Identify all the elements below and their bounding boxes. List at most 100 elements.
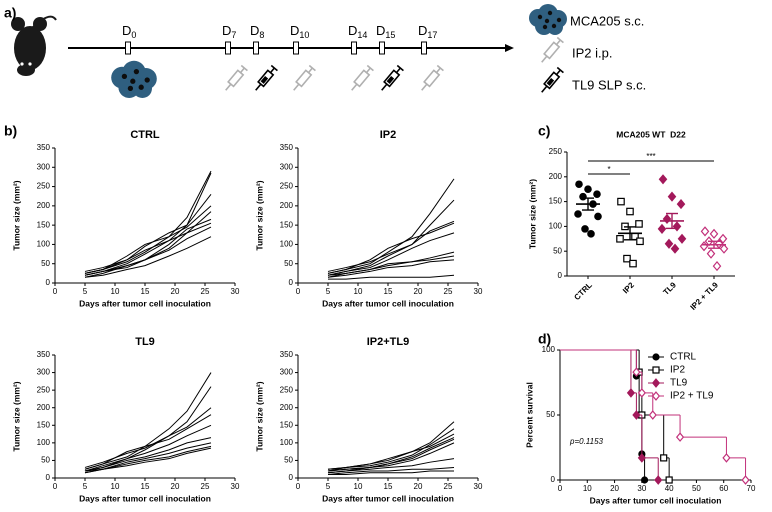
data-point xyxy=(670,243,680,254)
day-prefix: D xyxy=(418,23,427,38)
legend-marker xyxy=(652,353,660,361)
x-axis-label: Days after tumor cell inoculation xyxy=(79,298,211,308)
y-tick-label: 50 xyxy=(284,456,293,465)
syringe-plunger xyxy=(435,67,441,74)
series-line xyxy=(84,407,212,468)
data-point xyxy=(617,197,625,206)
tumor-nucleus xyxy=(556,17,562,23)
data-point xyxy=(706,248,716,259)
y-tick-label: 200 xyxy=(549,172,563,181)
x-tick-label: 15 xyxy=(141,482,150,491)
x-tick-label: 20 xyxy=(171,287,180,296)
series-line xyxy=(327,437,455,472)
day-marker xyxy=(225,41,231,55)
y-tick-label: 200 xyxy=(37,403,51,412)
day-prefix: D xyxy=(222,23,231,38)
series-line xyxy=(327,259,455,278)
panel-label: d) xyxy=(538,331,551,347)
y-tick-label: 0 xyxy=(558,271,563,280)
y-tick-label: 300 xyxy=(37,162,51,171)
x-tick-label: 70 xyxy=(747,484,756,493)
series-line xyxy=(328,470,454,475)
syringe-plunger xyxy=(365,67,371,74)
day-marker xyxy=(421,41,427,55)
significance-label: * xyxy=(607,165,610,174)
series-line xyxy=(84,372,212,470)
x-tick-label: 5 xyxy=(83,482,88,491)
day-sub: 8 xyxy=(259,30,264,40)
y-tick-label: 300 xyxy=(37,368,51,377)
syringe-handle xyxy=(270,64,278,72)
syringe-needle xyxy=(381,83,388,91)
panel-label: a) xyxy=(4,5,16,21)
tumor-nucleus xyxy=(544,18,550,24)
y-tick-label: 50 xyxy=(553,246,562,255)
legend-label: TL9 xyxy=(670,378,688,389)
error-bar xyxy=(624,226,636,241)
x-axis-label: Days after tumor cell inoculation xyxy=(322,298,454,308)
survival-point xyxy=(722,453,731,463)
data-point xyxy=(719,243,729,254)
y-tick-label: 150 xyxy=(549,197,563,206)
day-sub: 17 xyxy=(427,30,437,40)
data-point xyxy=(712,260,722,272)
y-tick-label: 350 xyxy=(37,350,51,359)
syringe-fill xyxy=(546,77,555,86)
series-line xyxy=(84,193,212,272)
x-tick-label: 40 xyxy=(665,484,674,493)
p-value: p=0.1153 xyxy=(569,437,604,446)
x-tick-label: 5 xyxy=(326,287,331,296)
x-tick-label: 20 xyxy=(610,484,619,493)
x-tick-label: 0 xyxy=(53,287,58,296)
panel-label: b) xyxy=(4,123,17,139)
x-tick-label: 25 xyxy=(444,482,453,491)
y-tick-label: 300 xyxy=(280,368,294,377)
syringe-icon xyxy=(421,64,444,91)
syringe-icon xyxy=(541,36,564,63)
data-point xyxy=(574,210,582,218)
x-axis-label: Days after tumor cell inoculation xyxy=(590,495,722,505)
y-tick-label: 50 xyxy=(41,259,50,268)
y-tick-label: 100 xyxy=(542,345,556,354)
y-axis-label: Tumor size (mm²) xyxy=(527,179,537,249)
y-tick-label: 0 xyxy=(289,473,294,482)
x-tick-label: 30 xyxy=(474,287,483,296)
y-axis-label: Tumor size (mm²) xyxy=(11,180,21,250)
x-tick-label: 30 xyxy=(231,482,240,491)
survival-point xyxy=(637,453,646,463)
tumor-nucleus xyxy=(127,85,134,92)
syringe-icon xyxy=(381,64,404,91)
data-point xyxy=(700,226,710,237)
series-line xyxy=(328,274,455,280)
x-tick-label: 10 xyxy=(354,482,363,491)
y-axis-label: Tumor size (mm²) xyxy=(254,381,264,451)
data-point xyxy=(677,233,687,244)
series-line xyxy=(327,199,455,276)
day-prefix: D xyxy=(250,23,259,38)
y-tick-label: 150 xyxy=(37,220,51,229)
data-point xyxy=(667,191,677,202)
syringe-needle xyxy=(351,83,358,91)
series-line xyxy=(327,232,455,276)
timeline-arrow xyxy=(505,44,514,52)
legend-label: CTRL xyxy=(670,352,697,363)
syringe-needle xyxy=(541,85,548,93)
syringe-handle xyxy=(240,64,248,72)
syringe-icon xyxy=(541,66,564,93)
tumor-icon xyxy=(111,60,157,98)
series-line xyxy=(84,222,212,274)
series-line xyxy=(84,442,212,474)
x-tick-label: 10 xyxy=(111,287,120,296)
syringe-plunger xyxy=(555,69,561,76)
series-line xyxy=(84,205,212,274)
data-point xyxy=(594,212,602,221)
syringe-plunger xyxy=(307,67,313,74)
day-label: D7 xyxy=(222,23,236,40)
syringe-plunger xyxy=(269,67,275,74)
y-tick-label: 50 xyxy=(284,259,293,268)
series-line xyxy=(327,433,455,470)
legend-label: IP2 xyxy=(670,365,685,376)
x-tick-label: TL9 xyxy=(661,280,678,297)
day-sub: 7 xyxy=(231,30,236,40)
y-tick-label: 200 xyxy=(280,403,294,412)
